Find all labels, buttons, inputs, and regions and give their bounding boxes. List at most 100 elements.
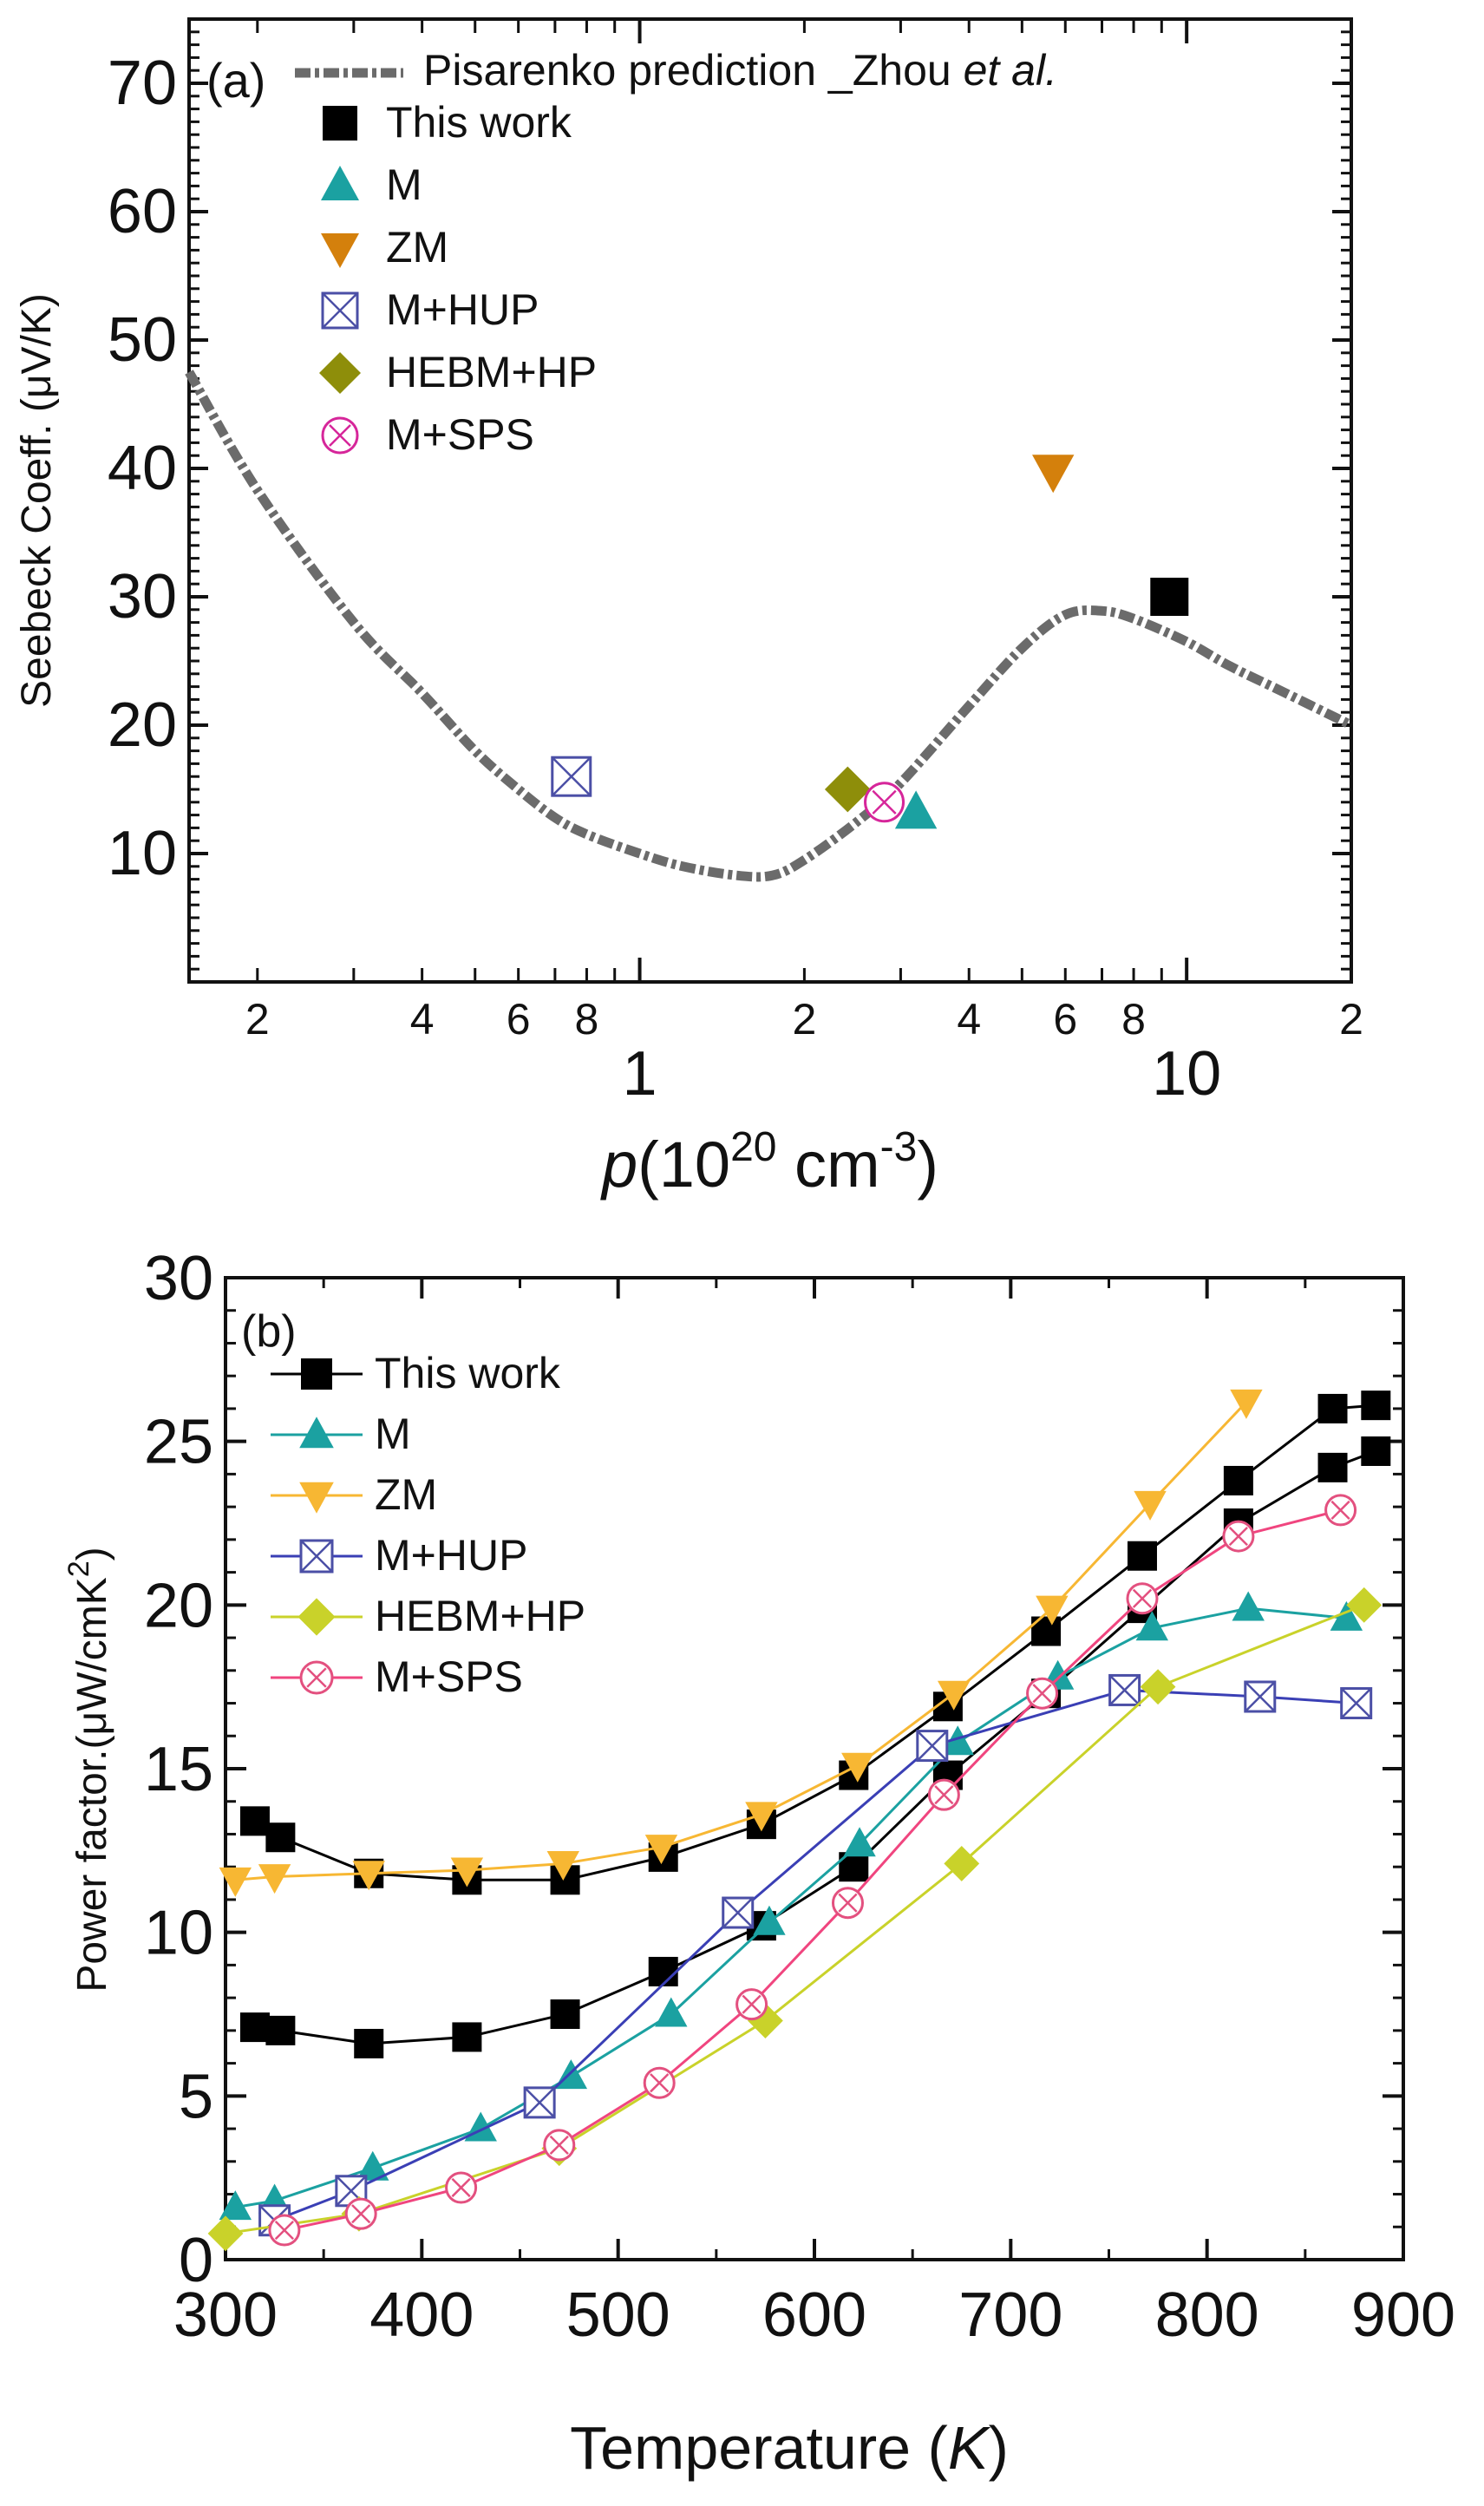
series-point-m-sps (735, 1988, 768, 2021)
series-point-m-sps (344, 2197, 377, 2230)
panel-b-legend: This work M ZM M+HUP HEBM+HP M+SPS (271, 1349, 585, 1701)
series-m-sps (268, 1494, 1357, 2247)
panel-a-x-axis-label: p(1020 cm-3) (600, 1124, 938, 1201)
x-tick-label-b: 800 (1155, 2280, 1259, 2350)
x-label-kelvin: K (948, 2414, 991, 2482)
point-m-sps-cross (872, 789, 897, 815)
series-point-m (941, 1725, 974, 1756)
legend-label-m: M (386, 160, 422, 209)
series-point-this-work-2- (550, 1999, 580, 2029)
series-point-zm (644, 1835, 678, 1865)
series-line-this-work (254, 1403, 1376, 1881)
series-point-m-sps-cross (1132, 1588, 1153, 1608)
point-hebm-hp (824, 766, 871, 813)
point-m-sps (864, 782, 905, 823)
series-point-this-work-2- (1317, 1452, 1348, 1482)
legend-marker-b-m (299, 1417, 334, 1449)
legend-marker-b-m-hup-cross (300, 1540, 333, 1573)
series-point-m-shape (1135, 1611, 1168, 1641)
series-point-zm (1134, 1490, 1167, 1521)
x-minor-tick-label-a: 2 (1339, 995, 1363, 1044)
legend-marker-m-sps-cross (329, 424, 351, 447)
legend-label-b-m: M (375, 1410, 411, 1458)
series-point-m-hup (1244, 1680, 1277, 1713)
series-point-zm-shape (841, 1752, 874, 1783)
legend-marker-m-sps (321, 416, 359, 455)
series-point-m-hup (916, 1730, 949, 1763)
series-point-m-sps (1222, 1520, 1255, 1553)
panel-b-x-axis-label: Temperature (K) (570, 2414, 1009, 2482)
y-tick-label-b: 20 (144, 1571, 213, 1640)
point-m-hup-cross (551, 756, 592, 797)
y-tick-label-a: 10 (108, 819, 177, 888)
legend-marker-b-m-sps-cross (306, 1667, 327, 1688)
series-point-m-sps-cross (1228, 1527, 1248, 1547)
series-point-this-work-2--shape (354, 2028, 384, 2058)
legend-label-b-zm: ZM (375, 1470, 437, 1519)
x-minor-tick-label-a: 8 (575, 995, 599, 1044)
series-this-work (239, 1390, 1391, 1895)
legend-curve-label: Pisarenko prediction _Zhou et al. (423, 46, 1057, 95)
legend-label-b-m-sps: M+SPS (375, 1652, 523, 1701)
x-minor-tick-label-a: 6 (1053, 995, 1077, 1044)
series-point-zm-shape (1230, 1389, 1263, 1419)
legend-marker-m-shape (321, 166, 359, 200)
series-point-m-sps (1026, 1677, 1059, 1710)
legend-marker-b-zm-shape (299, 1482, 334, 1514)
series-point-this-work-shape (1317, 1393, 1348, 1423)
series-point-this-work-2- (239, 2012, 270, 2043)
x-tick-label-b: 500 (566, 2280, 670, 2350)
series-point-zm (1230, 1389, 1263, 1419)
series-point-m-hup-cross (722, 1897, 754, 1928)
series-point-this-work (1361, 1390, 1391, 1421)
x-tick-label-b: 400 (369, 2280, 474, 2350)
x-label-unit-sup: -3 (880, 1124, 918, 1170)
y-tick-label-a: 30 (108, 562, 177, 631)
series-point-m (843, 1827, 876, 1857)
x-minor-tick-label-a: 4 (410, 995, 435, 1044)
panel-a-legend: Pisarenko prediction _Zhou et al. This w… (295, 46, 1057, 459)
series-point-m-sps-cross (1330, 1500, 1350, 1520)
y-label-base: Power factor.(μW/cmK (69, 1577, 115, 1992)
legend-label-zm: ZM (386, 223, 448, 272)
series-point-this-work-shape (265, 1822, 296, 1853)
legend-marker-hebm-hp-shape (319, 352, 361, 394)
x-label-unit: cm (776, 1129, 879, 1201)
series-point-this-work-2- (265, 2015, 296, 2045)
series-line-zm (235, 1401, 1248, 1881)
legend-marker-m-hup (321, 291, 359, 330)
series-point-this-work-2- (452, 2022, 482, 2052)
legend-label-b-hebm-hp: HEBM+HP (375, 1592, 585, 1640)
x-minor-tick-label-a: 8 (1121, 995, 1146, 1044)
series-point-m-shape (1330, 1600, 1363, 1631)
series-point-zm (745, 1802, 778, 1832)
panel-b-power-factor-chart: (b) 0 5 10 15 20 25 30 300 400 500 600 700 800 900 Th… (62, 1244, 1455, 2482)
x-label-close: ) (917, 1129, 938, 1201)
series-point-hebm-hp (1346, 1587, 1383, 1623)
panel-b-ticks: 0 5 10 15 20 25 30 300 400 500 600 700 800 900 (144, 1244, 1455, 2350)
series-point-zm (219, 1867, 252, 1897)
x-tick-label-b: 300 (173, 2280, 278, 2350)
series-this-work-2- (239, 1436, 1391, 2058)
panel-b-label: (b) (241, 1306, 297, 1357)
series-point-m-hup (1340, 1687, 1373, 1720)
series-point-m-hup-cross (1244, 1681, 1276, 1712)
series-point-this-work (1223, 1465, 1253, 1495)
series-point-m-hup-cross (1108, 1674, 1141, 1706)
series-point-zm (352, 1861, 385, 1891)
series-point-zm-shape (745, 1802, 778, 1832)
x-tick-label-b: 600 (762, 2280, 866, 2350)
series-point-m-sps-cross (650, 2073, 670, 2093)
series-point-m-hup (722, 1896, 755, 1929)
y-tick-label-a: 70 (108, 49, 177, 118)
series-point-m (219, 2190, 252, 2221)
series-point-m-hup-cross (1340, 1687, 1372, 1719)
panel-a-y-axis-label: Seebeck Coeff. (μV/K) (14, 293, 60, 708)
series-point-hebm-hp (1140, 1669, 1176, 1705)
series-point-m-hup-cross (916, 1730, 948, 1762)
series-point-m-hup-cross (524, 2086, 556, 2118)
x-label-temperature: Temperature ( (570, 2414, 948, 2482)
legend-marker-b-m-sps (299, 1660, 334, 1695)
pisarenko-curve (185, 370, 1354, 882)
